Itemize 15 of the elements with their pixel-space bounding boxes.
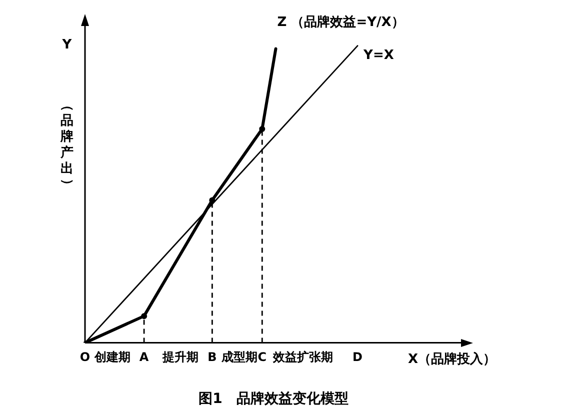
text: Y <box>61 37 72 52</box>
x-tick-label: 创建期 <box>93 350 130 364</box>
y-axis-title: （品牌产出） <box>60 98 75 192</box>
x-tick-label: 效益扩张期 <box>272 350 334 364</box>
x-tick-label: 提升期 <box>161 350 198 364</box>
series-label: Z （品牌效益=Y/X） <box>277 14 404 30</box>
x-tick-label: O <box>80 350 90 364</box>
x-tick-label: A <box>139 350 150 364</box>
series-label: Y=X <box>362 48 394 64</box>
x-axis-title: X（品牌投入） <box>408 351 496 368</box>
x-tick-label: D <box>352 350 363 364</box>
x-tick-label: B <box>208 350 217 364</box>
x-tick-label: C <box>258 350 267 364</box>
x-tick-label: 成型期 <box>220 350 258 364</box>
text: 图1 品牌效益变化模型 <box>198 390 348 408</box>
